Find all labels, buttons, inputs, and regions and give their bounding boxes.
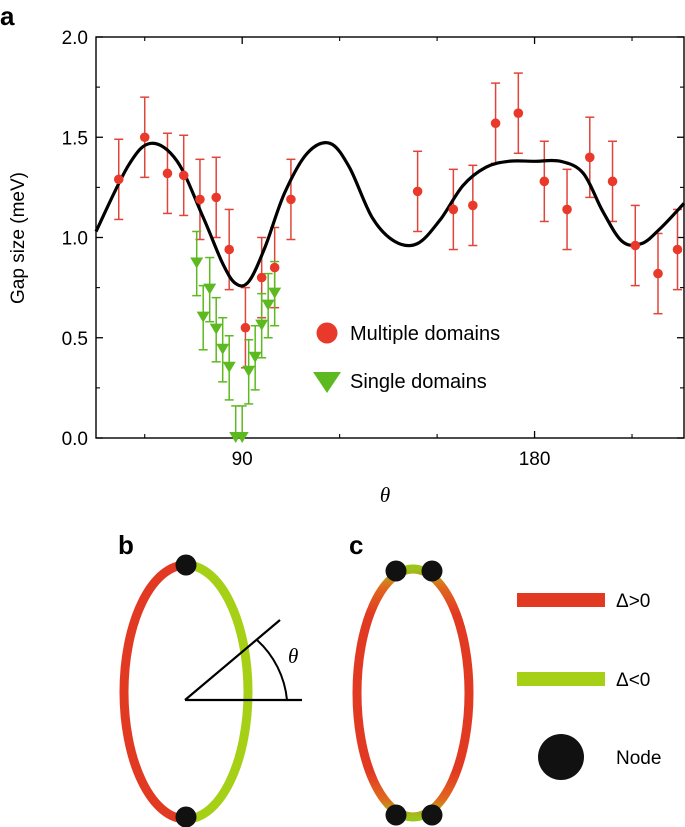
data-point-multiple xyxy=(224,244,234,255)
color-key: Δ>0 Δ<0 Node xyxy=(517,591,661,780)
node-icon xyxy=(175,554,197,576)
data-point-single xyxy=(235,431,249,443)
data-point-multiple xyxy=(584,152,595,163)
data-point-single xyxy=(248,351,262,363)
y-tick-label: 1.0 xyxy=(62,229,88,250)
angle-arc xyxy=(256,639,288,701)
panel-label-b: b xyxy=(118,530,134,560)
panel-label-c: c xyxy=(349,530,363,560)
data-point-single xyxy=(209,323,223,335)
chart-legend: Multiple domains Single domains xyxy=(313,322,500,393)
data-point-multiple xyxy=(162,168,173,179)
node-key-icon xyxy=(538,734,584,780)
y-tick-label: 2.0 xyxy=(62,28,88,49)
data-point-multiple xyxy=(468,200,478,211)
key-label-node: Node xyxy=(616,748,661,769)
node-icon xyxy=(421,560,443,582)
node-icon xyxy=(421,804,443,826)
node-icon xyxy=(175,806,197,827)
data-point-single xyxy=(203,283,217,295)
data-point-multiple xyxy=(672,244,683,255)
panel-b-diagram: θ xyxy=(119,554,302,827)
data-point-single xyxy=(190,257,204,269)
y-tick-label: 1.5 xyxy=(62,128,88,149)
node-icon xyxy=(385,804,407,826)
panel-c-diagram xyxy=(352,560,474,826)
data-point-multiple xyxy=(211,192,221,203)
theta-label: θ xyxy=(288,644,298,668)
data-point-single xyxy=(196,311,210,323)
data-point-multiple xyxy=(178,170,189,181)
y-tick-label: 0.0 xyxy=(62,429,88,450)
gap-ellipse xyxy=(352,564,474,822)
x-tick-label: 180 xyxy=(519,449,551,470)
panel-label-a: a xyxy=(0,1,15,31)
key-label-negative: Δ<0 xyxy=(616,670,650,691)
data-point-multiple xyxy=(653,268,663,279)
data-point-multiple xyxy=(256,272,267,283)
data-point-multiple xyxy=(139,132,150,143)
data-point-multiple xyxy=(490,118,501,129)
data-point-multiple xyxy=(607,176,618,187)
data-point-single xyxy=(216,343,230,355)
positive-gap-arc xyxy=(119,560,187,824)
data-point-multiple xyxy=(562,204,572,215)
data-point-multiple xyxy=(113,174,124,185)
data-point-single xyxy=(242,365,256,377)
legend-marker-single xyxy=(313,372,341,393)
data-point-multiple xyxy=(448,204,459,215)
data-point-single xyxy=(261,299,275,311)
fit-curve xyxy=(94,141,685,288)
negative-gap-arc xyxy=(185,560,253,824)
data-point-single xyxy=(255,319,269,331)
legend-label-single: Single domains xyxy=(350,371,487,393)
data-point-multiple xyxy=(286,194,296,205)
angle-ray xyxy=(184,619,281,701)
y-axis-label: Gap size (meV) xyxy=(8,172,29,304)
data-point-single xyxy=(222,361,236,373)
x-tick-label: 90 xyxy=(232,449,253,470)
x-axis-label: θ xyxy=(380,483,390,507)
data-point-multiple xyxy=(269,262,280,273)
data-point-multiple xyxy=(630,240,641,251)
data-point-multiple xyxy=(513,108,524,118)
gap-size-chart: 0.0 0.5 1.0 1.5 2.0 90 180 Gap size (meV) θ M… xyxy=(8,28,685,507)
legend-label-multiple: Multiple domains xyxy=(350,323,500,345)
x-axis: 90 180 xyxy=(144,37,633,470)
key-label-positive: Δ>0 xyxy=(616,591,650,612)
data-point-multiple xyxy=(240,322,251,333)
data-point-single xyxy=(268,287,282,299)
y-tick-label: 0.5 xyxy=(62,329,88,350)
data-point-multiple xyxy=(539,176,550,187)
node-icon xyxy=(385,560,407,582)
data-point-multiple xyxy=(412,186,423,197)
data-markers xyxy=(113,108,683,443)
y-axis: 0.0 0.5 1.0 1.5 2.0 xyxy=(62,28,684,450)
legend-marker-multiple xyxy=(316,322,338,344)
data-point-multiple xyxy=(195,194,205,205)
